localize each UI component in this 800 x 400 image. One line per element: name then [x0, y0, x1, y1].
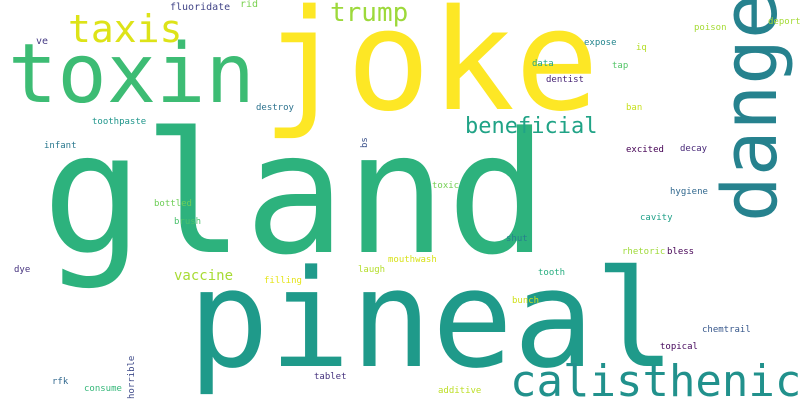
word-rfk: rfk [52, 377, 69, 387]
word-decay: decay [680, 144, 708, 154]
word-danger: danger [705, 0, 794, 222]
word-ve: ve [36, 36, 49, 47]
word-bless: bless [667, 247, 695, 257]
word-gland: gland [42, 96, 548, 292]
word-trump: trump [330, 0, 409, 28]
word-tablet: tablet [314, 372, 347, 382]
word-iq: iq [636, 43, 647, 53]
word-taxis: taxis [68, 7, 183, 51]
word-cavity: cavity [640, 213, 673, 223]
word-vaccine: vaccine [174, 268, 234, 284]
word-chemtrail: chemtrail [702, 325, 751, 335]
word-data: data [532, 59, 554, 69]
word-additive: additive [438, 386, 482, 396]
word-toxic: toxic [432, 181, 460, 191]
word-pineal: pineal [188, 241, 676, 398]
word-toothpaste: toothpaste [92, 117, 147, 127]
word-fluoridate: fluoridate [170, 2, 231, 13]
word-infant: infant [44, 141, 77, 151]
word-joke: joke [262, 0, 600, 143]
word-excited: excited [626, 145, 664, 155]
word-ban: ban [626, 103, 643, 113]
word-bunch: bunch [512, 296, 540, 306]
word-rid: rid [240, 0, 259, 10]
word-mouthwash: mouthwash [388, 255, 437, 265]
word-horrible: horrible [127, 355, 137, 399]
word-bottled: bottled [154, 199, 192, 209]
word-tap: tap [612, 61, 629, 71]
word-calisthenic: calisthenic [510, 356, 800, 400]
word-poison: poison [694, 23, 727, 33]
word-expose: expose [584, 38, 617, 48]
word-beneficial: beneficial [465, 114, 598, 139]
word-toxin: toxin [8, 27, 255, 122]
word-deport: deport [768, 17, 800, 27]
word-shut: shut [506, 234, 528, 244]
word-bs: bs [360, 137, 370, 148]
word-laugh: laugh [358, 265, 386, 275]
word-brush: brush [174, 217, 202, 227]
word-consume: consume [84, 384, 122, 394]
word-dentist: dentist [546, 75, 584, 85]
word-dye: dye [14, 265, 31, 275]
word-tooth: tooth [538, 268, 566, 278]
word-filling: filling [264, 276, 302, 286]
word-topical: topical [660, 342, 698, 352]
word-hygiene: hygiene [670, 187, 708, 197]
word-destroy: destroy [256, 103, 294, 113]
word-rhetoric: rhetoric [622, 247, 666, 257]
